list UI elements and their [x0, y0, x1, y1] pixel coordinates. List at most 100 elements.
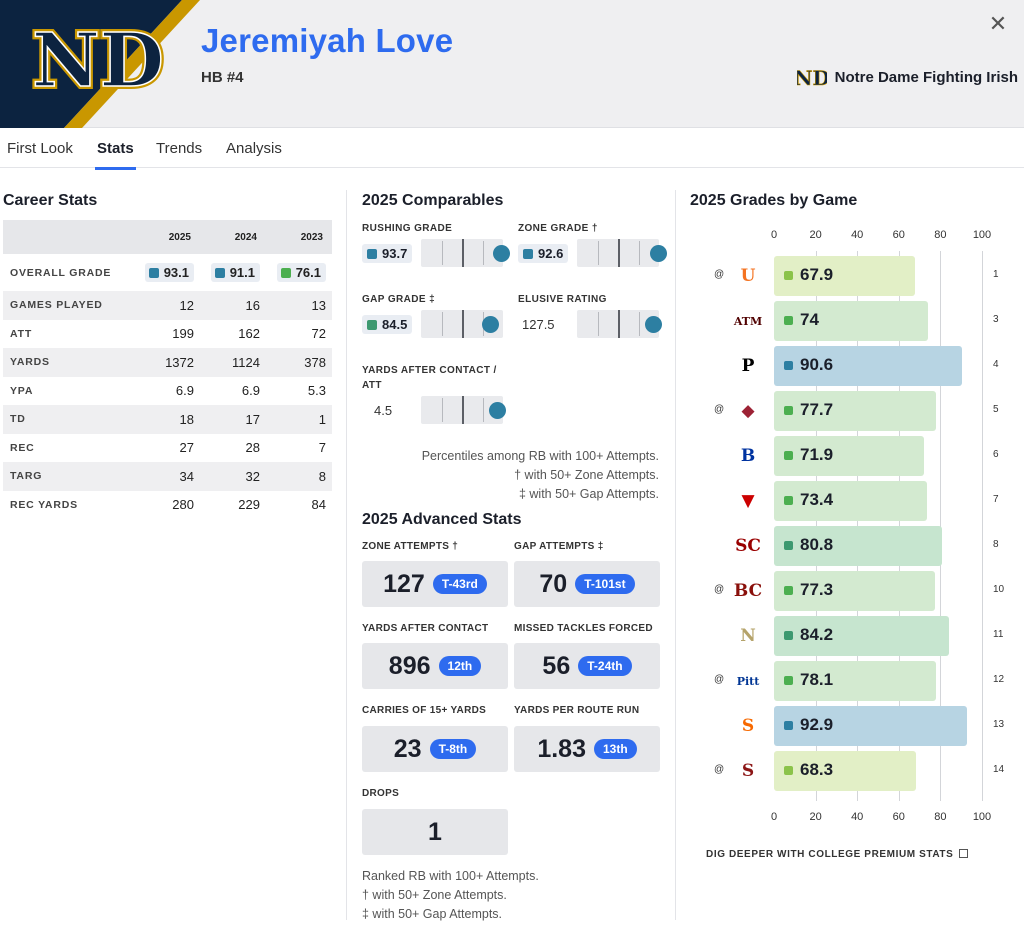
stat-value: 162	[238, 326, 260, 342]
week-number: 8	[993, 539, 999, 550]
stat-value: 34	[179, 468, 194, 484]
grade-swatch	[784, 586, 793, 595]
percentile-tick	[442, 241, 443, 265]
yac-att-percentile-bar	[421, 396, 506, 424]
team-logo-banner: ND ND	[0, 0, 200, 128]
rushing-grade-chip: 93.7	[362, 244, 413, 263]
week-number: 5	[993, 404, 999, 415]
rank-badge: 13th	[593, 739, 637, 759]
stat-value: 8	[318, 468, 326, 484]
team-info: ND Notre Dame Fighting Irish	[797, 64, 1018, 90]
game-row[interactable]: N 84.2 11	[700, 615, 1020, 657]
grade-swatch	[784, 316, 793, 325]
game-row[interactable]: ATM 74 3	[700, 300, 1020, 342]
away-indicator: @	[714, 404, 725, 415]
career-stat-row: YPA 6.9 6.9 5.3	[3, 377, 332, 406]
percentile-tick	[598, 312, 599, 336]
carries-15-label: CARRIES OF 15+ YARDS	[362, 705, 487, 716]
grade-swatch	[784, 361, 793, 370]
game-row[interactable]: B 71.9 6	[700, 435, 1020, 477]
stat-value: 378	[304, 354, 326, 370]
career-stat-row: YARDS 1372 1124 378	[3, 348, 332, 377]
game-row[interactable]: @ ◆ 77.7 5	[700, 390, 1020, 432]
game-row[interactable]: P 90.6 4	[700, 345, 1020, 387]
row-label: REC YARDS	[10, 498, 78, 511]
player-position: HB #4	[201, 69, 244, 86]
rank-badge: T-43rd	[432, 574, 487, 594]
tab-trends[interactable]: Trends	[156, 140, 203, 157]
grade-swatch	[784, 271, 793, 280]
grade-bar: 71.9	[774, 436, 924, 476]
row-label: YARDS	[10, 356, 50, 369]
gap-attempts-card: 70 T-101st	[514, 561, 660, 607]
tab-analysis[interactable]: Analysis	[226, 140, 282, 157]
stat-value: 16	[245, 297, 260, 313]
comparables-notes: Percentiles among RB with 100+ Attempts.…	[421, 449, 659, 501]
percentile-median-tick	[618, 310, 620, 338]
miami-hurricanes-logo: U	[740, 266, 756, 286]
game-row[interactable]: @ U 67.9 1	[700, 255, 1020, 297]
zone-attempts-card: 127 T-43rd	[362, 561, 508, 607]
percentile-tick	[598, 241, 599, 265]
grade-value: 77.7	[800, 400, 834, 419]
stat-value: 5.3	[307, 383, 326, 399]
year-header: 2024	[234, 231, 257, 243]
grade-value: 68.3	[800, 760, 834, 779]
close-icon[interactable]: ✕	[988, 11, 1008, 36]
grade-chip: 76.1	[276, 263, 326, 282]
career-stat-row: TARG 34 32 8	[3, 462, 332, 491]
away-indicator: @	[714, 764, 725, 775]
grade-swatch	[784, 676, 793, 685]
career-header-row: 2025 2024 2023	[3, 220, 332, 254]
percentile-marker	[489, 402, 506, 419]
grade-bar: 84.2	[774, 616, 949, 656]
premium-stats-link[interactable]: DIG DEEPER WITH COLLEGE PREMIUM STATS	[706, 849, 968, 860]
rank-badge: T-101st	[575, 574, 635, 594]
yprr-card: 1.83 13th	[514, 726, 660, 772]
grade-value: 77.3	[800, 580, 834, 599]
game-row[interactable]: @ Pitt 78.1 12	[700, 660, 1020, 702]
week-number: 1	[993, 269, 999, 280]
week-number: 11	[993, 629, 1004, 640]
away-indicator: @	[714, 584, 725, 595]
career-stat-row: GAMES PLAYED 12 16 13	[3, 291, 332, 320]
axis-tick-label: 100	[972, 811, 992, 823]
rank-badge: T-8th	[429, 739, 477, 759]
stat-value: 280	[172, 497, 194, 513]
stat-value: 199	[172, 326, 194, 342]
game-row[interactable]: S 92.9 13	[700, 705, 1020, 747]
career-stat-row: TD 18 17 1	[3, 405, 332, 434]
column-divider	[346, 190, 347, 920]
percentile-tick	[483, 241, 484, 265]
grade-value: 73.4	[800, 490, 834, 509]
pitt-logo: Pitt	[736, 674, 760, 688]
game-row[interactable]: SC 80.8 8	[700, 525, 1020, 567]
tab-bar: First Look Stats Trends Analysis	[0, 128, 1024, 170]
stat-value: 18	[179, 411, 194, 427]
stanford-logo: S	[741, 761, 755, 781]
grades-by-game-title: 2025 Grades by Game	[690, 192, 858, 209]
percentile-tick	[483, 398, 484, 422]
percentile-tick	[639, 312, 640, 336]
row-label: REC	[10, 441, 35, 454]
missed-tackles-card: 56 T-24th	[514, 643, 660, 689]
percentile-median-tick	[462, 310, 464, 338]
tab-stats[interactable]: Stats	[95, 140, 136, 170]
game-row[interactable]: @ S 68.3 14	[700, 750, 1020, 792]
tab-first-look[interactable]: First Look	[7, 140, 73, 157]
percentile-marker	[493, 245, 510, 262]
stat-value: 1	[318, 411, 326, 427]
missed-tackles-label: MISSED TACKLES FORCED	[514, 623, 653, 634]
row-label: TARG	[10, 470, 43, 483]
purdue-logo: P	[741, 356, 755, 376]
axis-tick-label: 60	[892, 229, 905, 241]
comparables-title: 2025 Comparables	[362, 192, 504, 209]
grade-bar: 77.3	[774, 571, 935, 611]
game-row[interactable]: ▼ 73.4 7	[700, 480, 1020, 522]
percentile-tick	[639, 241, 640, 265]
year-header: 2025	[168, 231, 191, 243]
percentile-marker	[482, 316, 499, 333]
percentile-tick	[442, 312, 443, 336]
game-row[interactable]: @ BC 77.3 10	[700, 570, 1020, 612]
grade-bar: 73.4	[774, 481, 927, 521]
